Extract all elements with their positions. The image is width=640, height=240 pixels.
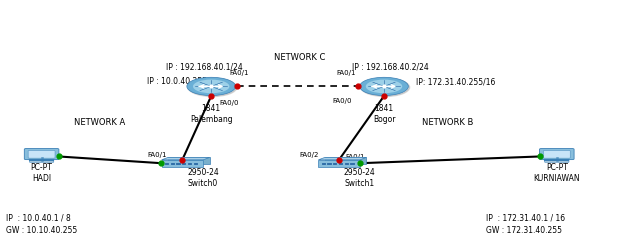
- Text: FA0/0: FA0/0: [333, 98, 352, 104]
- Text: IP : 192.168.40.2/24: IP : 192.168.40.2/24: [352, 63, 429, 72]
- FancyBboxPatch shape: [543, 150, 570, 158]
- Polygon shape: [319, 160, 360, 167]
- Circle shape: [188, 78, 237, 96]
- Text: FA0/0: FA0/0: [219, 100, 238, 106]
- Circle shape: [193, 80, 230, 93]
- Polygon shape: [161, 157, 210, 160]
- Text: IP  : 10.0.40.1 / 8
GW : 10.10.40.255: IP : 10.0.40.1 / 8 GW : 10.10.40.255: [6, 214, 77, 235]
- Text: NETWORK B: NETWORK B: [422, 118, 474, 127]
- Text: FA0/1: FA0/1: [147, 152, 166, 158]
- Circle shape: [366, 80, 403, 93]
- Text: IP  : 172.31.40.1 / 16
GW : 172.31.40.255: IP : 172.31.40.1 / 16 GW : 172.31.40.255: [486, 214, 566, 235]
- Text: 1841
Palembang: 1841 Palembang: [190, 104, 232, 124]
- Text: 2950-24
Switch0: 2950-24 Switch0: [187, 168, 219, 188]
- Text: PC-PT
HADI: PC-PT HADI: [31, 163, 52, 183]
- Text: FA0/1: FA0/1: [346, 154, 365, 160]
- Circle shape: [360, 77, 408, 96]
- Text: FA0/1: FA0/1: [229, 70, 248, 76]
- Polygon shape: [325, 157, 366, 164]
- Text: 1841
Bogor: 1841 Bogor: [372, 104, 396, 124]
- Polygon shape: [168, 157, 210, 164]
- Circle shape: [187, 77, 236, 96]
- FancyBboxPatch shape: [545, 159, 569, 162]
- FancyBboxPatch shape: [540, 149, 574, 160]
- Text: IP : 192.168.40.1/24: IP : 192.168.40.1/24: [166, 63, 243, 72]
- Text: IP : 10.0.40.255: IP : 10.0.40.255: [147, 77, 207, 86]
- Text: NETWORK C: NETWORK C: [274, 53, 325, 62]
- Text: IP: 172.31.40.255/16: IP: 172.31.40.255/16: [416, 78, 495, 87]
- FancyBboxPatch shape: [29, 159, 54, 162]
- Text: 2950-24
Switch1: 2950-24 Switch1: [344, 168, 376, 188]
- Text: NETWORK A: NETWORK A: [74, 118, 125, 127]
- Polygon shape: [161, 160, 204, 167]
- Text: FA0/2: FA0/2: [300, 152, 319, 158]
- Text: FA0/1: FA0/1: [336, 70, 355, 76]
- Polygon shape: [319, 157, 366, 160]
- FancyBboxPatch shape: [24, 149, 59, 160]
- FancyBboxPatch shape: [28, 150, 55, 158]
- Text: PC-PT
KURNIAWAN: PC-PT KURNIAWAN: [534, 163, 580, 183]
- Circle shape: [361, 78, 410, 96]
